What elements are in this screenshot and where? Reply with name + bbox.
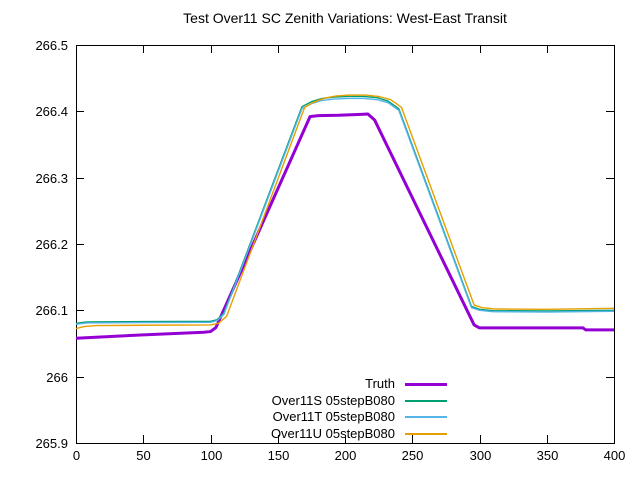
legend-label-over11u: Over11U 05stepB080 bbox=[270, 425, 395, 441]
legend-line-sample-over11s bbox=[405, 399, 447, 402]
x-tick-label: 400 bbox=[604, 448, 626, 463]
plot-axes: 0 50 100 150 200 250 300 350 400 265.9 266 266.1 266… bbox=[35, 38, 625, 463]
legend-line-sample-truth bbox=[405, 382, 447, 386]
y-tick-label: 266 bbox=[46, 370, 68, 385]
y-tick-label: 266.5 bbox=[35, 38, 68, 53]
series-line-1 bbox=[75, 95, 615, 324]
legend: Truth Over11S 05stepB080 Over11T 05stepB… bbox=[230, 376, 447, 442]
x-tick-label: 50 bbox=[136, 448, 150, 463]
legend-line-sample-over11u bbox=[405, 432, 447, 435]
x-tick-label: 350 bbox=[537, 448, 559, 463]
legend-line-sample-over11t bbox=[405, 416, 447, 419]
plot-series bbox=[75, 94, 615, 340]
chart-title: Test Over11 SC Zenith Variations: West-E… bbox=[183, 10, 507, 26]
legend-label-truth: Truth bbox=[365, 376, 395, 391]
y-tick-label: 266.4 bbox=[35, 104, 68, 119]
x-tick-label: 200 bbox=[335, 448, 357, 463]
legend-row-over11t: Over11T 05stepB080 bbox=[230, 409, 447, 426]
series-line-0 bbox=[75, 112, 614, 340]
series-line-2 bbox=[75, 97, 615, 325]
legend-label-over11t: Over11T 05stepB080 bbox=[272, 409, 395, 424]
x-tick-label: 300 bbox=[470, 448, 492, 463]
x-tick-label: 150 bbox=[268, 448, 290, 463]
y-tick-label: 265.9 bbox=[35, 436, 68, 451]
x-tick-label: 100 bbox=[201, 448, 223, 463]
x-tick-label: 250 bbox=[402, 448, 424, 463]
legend-row-truth: Truth bbox=[230, 376, 447, 393]
legend-label-over11s: Over11S 05stepB080 bbox=[271, 392, 395, 408]
y-tick-label: 266.2 bbox=[35, 237, 68, 252]
y-tick-label: 266.1 bbox=[35, 303, 68, 318]
x-tick-label: 0 bbox=[73, 448, 80, 463]
legend-row-over11u: Over11U 05stepB080 bbox=[230, 426, 447, 443]
legend-row-over11s: Over11S 05stepB080 bbox=[230, 393, 447, 410]
series-line-3 bbox=[75, 94, 615, 330]
y-tick-label: 266.3 bbox=[35, 171, 68, 186]
